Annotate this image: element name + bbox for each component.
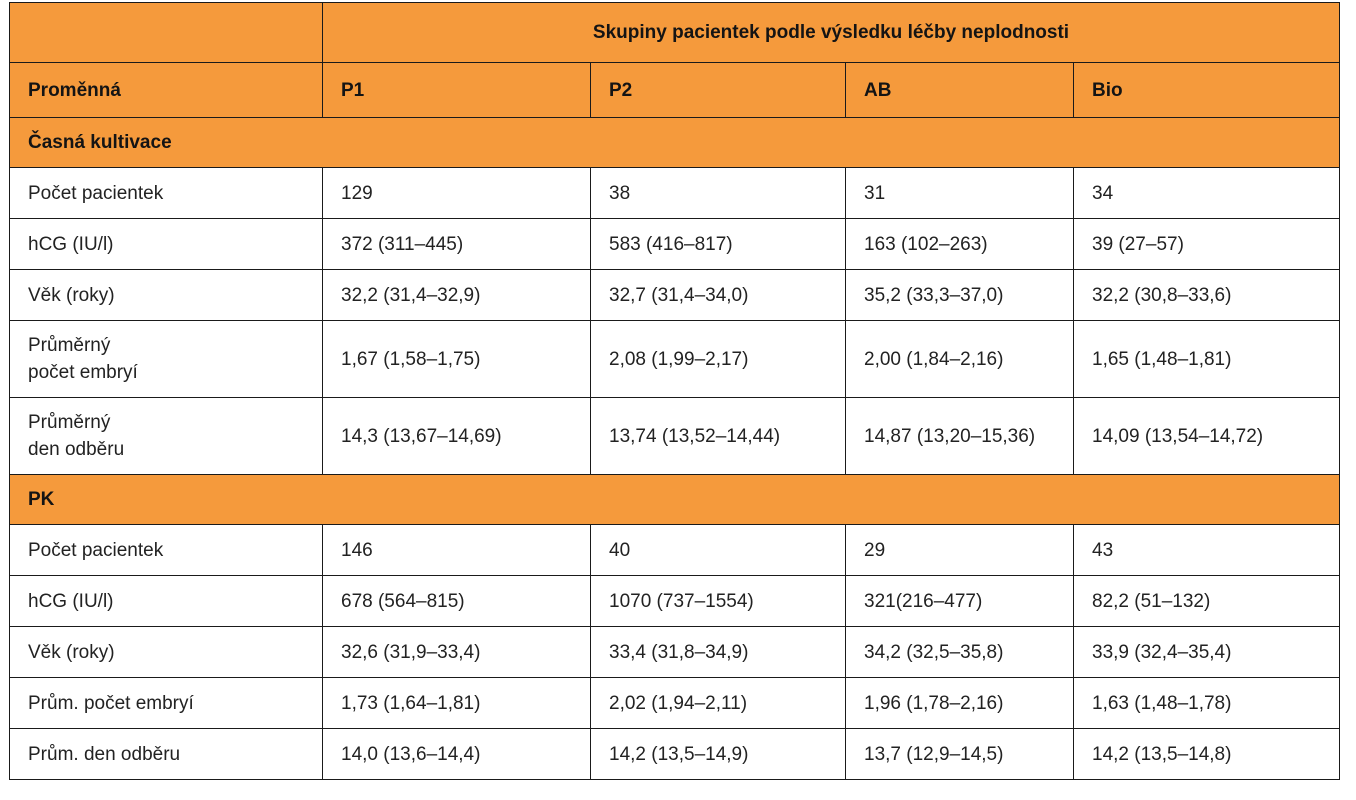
table-row: hCG (IU/l) 372 (311–445) 583 (416–817) 163 …: [9, 218, 1340, 270]
value-cell-bio: 82,2 (51–132): [1073, 575, 1340, 627]
value-cell-p2: 38: [590, 167, 846, 219]
row-label-line: Věk (roky): [28, 641, 115, 663]
row-label-cell: Věk (roky): [9, 269, 323, 321]
row-label-line: hCG (IU/l): [28, 590, 114, 612]
table-row: Věk (roky) 32,6 (31,9–33,4) 33,4 (31,8–34,…: [9, 626, 1340, 678]
column-header-bio: Bio: [1073, 62, 1340, 118]
value-cell-p2: 2,02 (1,94–2,11): [590, 677, 846, 729]
row-label-line: Počet pacientek: [28, 539, 164, 561]
value-cell-ab: 13,7 (12,9–14,5): [845, 728, 1074, 780]
value-cell-p1: 129: [322, 167, 591, 219]
table-row: Počet pacientek 129 38 31 34: [9, 167, 1340, 219]
value-cell-ab: 35,2 (33,3–37,0): [845, 269, 1074, 321]
row-label-line: den odběru: [28, 439, 125, 460]
value-cell-ab: 2,00 (1,84–2,16): [845, 320, 1074, 398]
value-cell-p2: 1070 (737–1554): [590, 575, 846, 627]
value-cell-p1: 678 (564–815): [322, 575, 591, 627]
row-label-cell: hCG (IU/l): [9, 575, 323, 627]
value-cell-p1: 32,6 (31,9–33,4): [322, 626, 591, 678]
value-cell-p1: 1,73 (1,64–1,81): [322, 677, 591, 729]
value-cell-p2: 40: [590, 524, 846, 576]
row-label-line: Průměrný: [28, 412, 111, 433]
value-cell-p1: 14,3 (13,67–14,69): [322, 397, 591, 475]
value-cell-bio: 1,65 (1,48–1,81): [1073, 320, 1340, 398]
value-cell-p2: 33,4 (31,8–34,9): [590, 626, 846, 678]
row-label-cell: Průměrný den odběru: [9, 397, 323, 475]
value-cell-ab: 34,2 (32,5–35,8): [845, 626, 1074, 678]
value-cell-p2: 583 (416–817): [590, 218, 846, 270]
table-row: Prům. den odběru 14,0 (13,6–14,4) 14,2 (13…: [9, 728, 1340, 780]
section-title: PK: [9, 474, 1340, 525]
table-row: Věk (roky) 32,2 (31,4–32,9) 32,7 (31,4–34,…: [9, 269, 1340, 321]
value-cell-ab: 1,96 (1,78–2,16): [845, 677, 1074, 729]
value-cell-bio: 34: [1073, 167, 1340, 219]
value-cell-ab: 14,87 (13,20–15,36): [845, 397, 1074, 475]
value-cell-p1: 32,2 (31,4–32,9): [322, 269, 591, 321]
row-label-cell: Počet pacientek: [9, 524, 323, 576]
row-label-line: počet embryí: [28, 362, 138, 383]
value-cell-p1: 146: [322, 524, 591, 576]
table-body: Skupiny pacientek podle výsledku léčby n…: [9, 2, 1340, 780]
column-header-ab: AB: [845, 62, 1074, 118]
table-row: Průměrný den odběru 14,3 (13,67–14,69) 13,7…: [9, 397, 1340, 475]
results-table: Skupiny pacientek podle výsledku léčby n…: [9, 2, 1340, 780]
value-cell-ab: 31: [845, 167, 1074, 219]
column-header-p1: P1: [322, 62, 591, 118]
value-cell-bio: 14,2 (13,5–14,8): [1073, 728, 1340, 780]
row-label-cell: Věk (roky): [9, 626, 323, 678]
value-cell-p1: 1,67 (1,58–1,75): [322, 320, 591, 398]
value-cell-p2: 2,08 (1,99–2,17): [590, 320, 846, 398]
row-label-line: hCG (IU/l): [28, 233, 114, 255]
row-label-cell: Prům. den odběru: [9, 728, 323, 780]
value-cell-p2: 13,74 (13,52–14,44): [590, 397, 846, 475]
row-label-line: Počet pacientek: [28, 182, 164, 204]
super-header-title: Skupiny pacientek podle výsledku léčby n…: [322, 2, 1340, 63]
value-cell-ab: 163 (102–263): [845, 218, 1074, 270]
value-cell-p1: 372 (311–445): [322, 218, 591, 270]
row-label-cell: Prům. počet embryí: [9, 677, 323, 729]
table-row: Počet pacientek 146 40 29 43: [9, 524, 1340, 576]
value-cell-ab: 321(216–477): [845, 575, 1074, 627]
row-label-cell: hCG (IU/l): [9, 218, 323, 270]
row-label-line: Věk (roky): [28, 284, 115, 306]
value-cell-bio: 39 (27–57): [1073, 218, 1340, 270]
value-cell-bio: 43: [1073, 524, 1340, 576]
table-row: Průměrný počet embryí 1,67 (1,58–1,75) 2,08…: [9, 320, 1340, 398]
row-label-line: Prům. den odběru: [28, 743, 181, 765]
value-cell-bio: 14,09 (13,54–14,72): [1073, 397, 1340, 475]
row-label-cell: Počet pacientek: [9, 167, 323, 219]
value-cell-ab: 29: [845, 524, 1074, 576]
row-label-line: Prům. počet embryí: [28, 692, 194, 714]
row-label-line: Průměrný: [28, 335, 111, 356]
value-cell-bio: 33,9 (32,4–35,4): [1073, 626, 1340, 678]
column-header-row: Proměnná P1 P2 AB Bio: [9, 62, 1340, 118]
section-header-row: Časná kultivace: [9, 117, 1340, 168]
table-row: Prům. počet embryí 1,73 (1,64–1,81) 2,02 (…: [9, 677, 1340, 729]
section-title: Časná kultivace: [9, 117, 1340, 168]
value-cell-bio: 1,63 (1,48–1,78): [1073, 677, 1340, 729]
super-header-row: Skupiny pacientek podle výsledku léčby n…: [9, 2, 1340, 63]
column-header-p2: P2: [590, 62, 846, 118]
column-header-variable: Proměnná: [9, 62, 323, 118]
value-cell-p2: 32,7 (31,4–34,0): [590, 269, 846, 321]
value-cell-p2: 14,2 (13,5–14,9): [590, 728, 846, 780]
value-cell-bio: 32,2 (30,8–33,6): [1073, 269, 1340, 321]
row-label-cell: Průměrný počet embryí: [9, 320, 323, 398]
section-header-row: PK: [9, 474, 1340, 525]
table-row: hCG (IU/l) 678 (564–815) 1070 (737–1554) 32…: [9, 575, 1340, 627]
corner-cell: [9, 2, 323, 63]
value-cell-p1: 14,0 (13,6–14,4): [322, 728, 591, 780]
